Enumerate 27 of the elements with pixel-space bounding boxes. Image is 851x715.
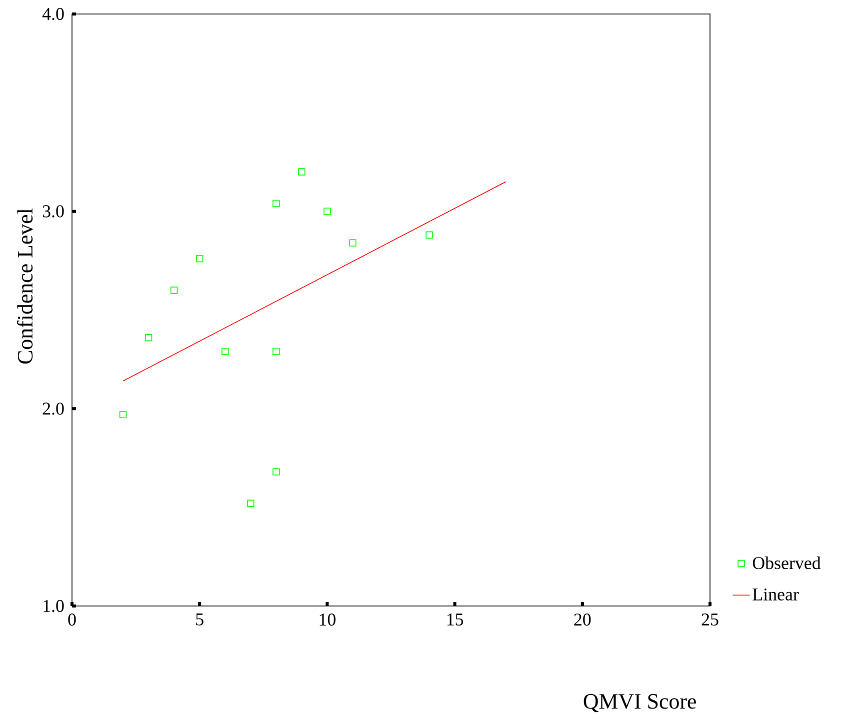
point <box>144 334 152 341</box>
y-tick-label: 1.0 <box>44 600 64 612</box>
x-tick-label: 20 <box>574 613 591 626</box>
x-tick-label: 0 <box>68 613 76 626</box>
x-axis-title: QMVI Score <box>584 694 696 712</box>
point <box>272 468 280 476</box>
point <box>247 500 254 507</box>
y-tick-label: 3.0 <box>42 205 64 218</box>
point <box>170 286 178 294</box>
x-tick-label: 5 <box>196 613 204 626</box>
point <box>222 348 229 355</box>
legend-label: Observed <box>752 556 821 569</box>
point <box>272 200 280 207</box>
point <box>119 410 127 418</box>
legend-label: Linear <box>752 588 799 600</box>
x-tick-label: 15 <box>447 613 464 626</box>
point <box>196 254 204 262</box>
point <box>272 348 280 355</box>
x-tick-label: 25 <box>702 613 718 626</box>
point <box>426 231 433 238</box>
y-axis-title: Confidence Level <box>16 208 33 364</box>
x-tick-label: 10 <box>320 613 336 626</box>
y-tick-label: 4.0 <box>42 8 64 20</box>
point <box>349 239 356 246</box>
point <box>298 168 306 176</box>
point <box>324 208 331 215</box>
y-tick-label: 2.0 <box>42 402 64 415</box>
